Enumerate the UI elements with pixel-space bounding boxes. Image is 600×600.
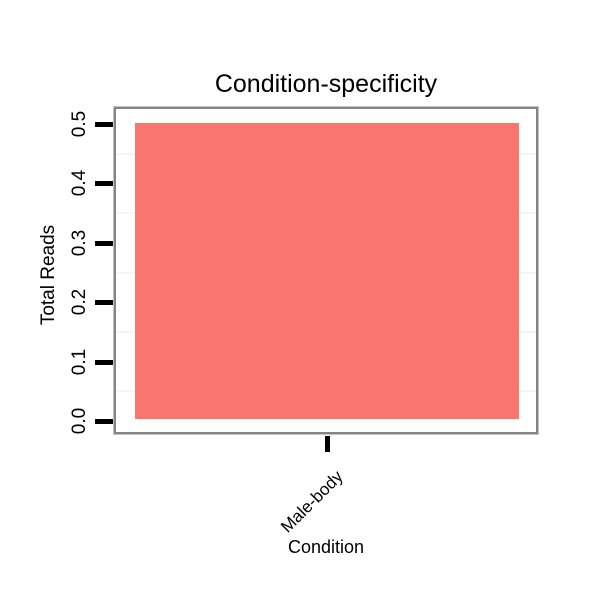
y-axis-tick [95, 181, 113, 186]
y-tick-label: 0.5 [69, 110, 90, 138]
chart-title: Condition-specificity [214, 70, 438, 98]
y-tick-label: 0.3 [69, 229, 90, 257]
y-tick-label: 0.4 [69, 169, 90, 197]
x-tick-label: Male-body [276, 466, 347, 537]
x-axis-tick [324, 436, 330, 452]
x-axis-title: Condition [287, 537, 365, 557]
y-axis-tick [95, 122, 113, 127]
y-tick-label: 0.2 [69, 288, 90, 316]
y-tick-label: 0.1 [69, 348, 90, 376]
y-axis-tick [95, 419, 113, 424]
y-axis-title: Total Reads [38, 224, 59, 326]
y-tick-label: 0.0 [69, 407, 90, 435]
y-axis-tick [95, 300, 113, 305]
y-axis-tick [95, 241, 113, 246]
y-axis-tick [95, 360, 113, 365]
bar [135, 123, 519, 419]
